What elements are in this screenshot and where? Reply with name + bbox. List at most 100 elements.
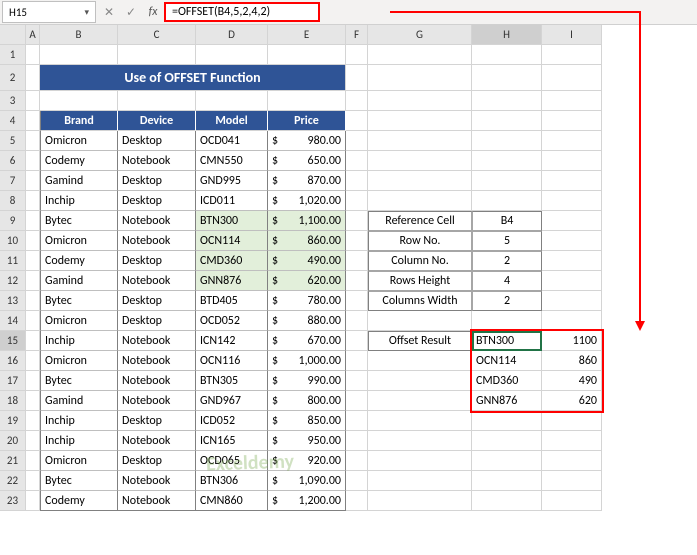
- brand-cell[interactable]: Gamind: [40, 271, 118, 291]
- row-header[interactable]: 10: [0, 231, 26, 251]
- price-cell[interactable]: $1,020.00: [268, 191, 346, 211]
- model-cell[interactable]: GND995: [196, 171, 268, 191]
- cancel-icon[interactable]: ✕: [98, 5, 120, 20]
- device-cell[interactable]: Notebook: [118, 491, 196, 511]
- param-label[interactable]: Rows Height: [368, 271, 472, 291]
- param-value[interactable]: B4: [472, 211, 542, 231]
- column-header[interactable]: B: [40, 25, 118, 45]
- cell[interactable]: [40, 91, 118, 111]
- price-cell[interactable]: $880.00: [268, 311, 346, 331]
- cell[interactable]: [26, 371, 40, 391]
- row-header[interactable]: 22: [0, 471, 26, 491]
- model-cell[interactable]: ICN165: [196, 431, 268, 451]
- cell[interactable]: [472, 111, 542, 131]
- param-label[interactable]: Columns Width: [368, 291, 472, 311]
- cell[interactable]: [26, 45, 40, 65]
- cell[interactable]: [26, 311, 40, 331]
- device-cell[interactable]: Notebook: [118, 391, 196, 411]
- row-header[interactable]: 5: [0, 131, 26, 151]
- row-header[interactable]: 9: [0, 211, 26, 231]
- param-value[interactable]: 2: [472, 291, 542, 311]
- fx-icon[interactable]: fx: [142, 5, 164, 19]
- cell[interactable]: [346, 171, 368, 191]
- param-value[interactable]: 2: [472, 251, 542, 271]
- param-value[interactable]: 5: [472, 231, 542, 251]
- cell[interactable]: [542, 271, 602, 291]
- cell[interactable]: [472, 65, 542, 91]
- cell[interactable]: [26, 331, 40, 351]
- price-cell[interactable]: $980.00: [268, 131, 346, 151]
- price-cell[interactable]: $870.00: [268, 171, 346, 191]
- cell[interactable]: [368, 411, 472, 431]
- cell[interactable]: [346, 191, 368, 211]
- device-cell[interactable]: Notebook: [118, 371, 196, 391]
- model-cell[interactable]: CMN860: [196, 491, 268, 511]
- cell[interactable]: [368, 151, 472, 171]
- cell[interactable]: [26, 431, 40, 451]
- cell[interactable]: [26, 251, 40, 271]
- cell[interactable]: [346, 131, 368, 151]
- cell[interactable]: [368, 371, 472, 391]
- cell[interactable]: [542, 491, 602, 511]
- column-header[interactable]: A: [26, 25, 40, 45]
- price-cell[interactable]: $650.00: [268, 151, 346, 171]
- device-cell[interactable]: Desktop: [118, 251, 196, 271]
- cell[interactable]: [26, 271, 40, 291]
- cell[interactable]: [368, 391, 472, 411]
- result-value[interactable]: 860: [542, 351, 602, 371]
- offset-result-label[interactable]: Offset Result: [368, 331, 472, 351]
- cell[interactable]: [346, 151, 368, 171]
- cell[interactable]: [368, 171, 472, 191]
- brand-cell[interactable]: Gamind: [40, 171, 118, 191]
- model-cell[interactable]: CMN550: [196, 151, 268, 171]
- device-cell[interactable]: Desktop: [118, 191, 196, 211]
- device-cell[interactable]: Desktop: [118, 171, 196, 191]
- cell[interactable]: [472, 131, 542, 151]
- device-cell[interactable]: Notebook: [118, 271, 196, 291]
- row-header[interactable]: 18: [0, 391, 26, 411]
- cell[interactable]: [346, 351, 368, 371]
- device-cell[interactable]: Notebook: [118, 151, 196, 171]
- price-cell[interactable]: $920.00: [268, 451, 346, 471]
- row-header[interactable]: 15: [0, 331, 26, 351]
- column-header[interactable]: H: [472, 25, 542, 45]
- cell[interactable]: [346, 65, 368, 91]
- cell[interactable]: [346, 111, 368, 131]
- result-model[interactable]: BTN300: [472, 331, 542, 351]
- table-header[interactable]: Brand: [40, 111, 118, 131]
- cell[interactable]: [368, 451, 472, 471]
- column-header[interactable]: E: [268, 25, 346, 45]
- row-header[interactable]: 17: [0, 371, 26, 391]
- brand-cell[interactable]: Inchip: [40, 431, 118, 451]
- cell[interactable]: [346, 371, 368, 391]
- cell[interactable]: [346, 91, 368, 111]
- result-model[interactable]: CMD360: [472, 371, 542, 391]
- device-cell[interactable]: Notebook: [118, 231, 196, 251]
- cell[interactable]: [346, 211, 368, 231]
- model-cell[interactable]: BTN305: [196, 371, 268, 391]
- cell[interactable]: [26, 391, 40, 411]
- param-label[interactable]: Column No.: [368, 251, 472, 271]
- table-header[interactable]: Model: [196, 111, 268, 131]
- cell[interactable]: [346, 431, 368, 451]
- table-header[interactable]: Price: [268, 111, 346, 131]
- cell[interactable]: [118, 45, 196, 65]
- formula-input[interactable]: =OFFSET(B4,5,2,4,2): [164, 2, 320, 22]
- cell[interactable]: [346, 291, 368, 311]
- price-cell[interactable]: $490.00: [268, 251, 346, 271]
- column-header[interactable]: G: [368, 25, 472, 45]
- device-cell[interactable]: Notebook: [118, 211, 196, 231]
- cell[interactable]: [346, 45, 368, 65]
- brand-cell[interactable]: Codemy: [40, 151, 118, 171]
- column-header[interactable]: F: [346, 25, 368, 45]
- brand-cell[interactable]: Bytec: [40, 211, 118, 231]
- model-cell[interactable]: OCN116: [196, 351, 268, 371]
- cell[interactable]: [472, 171, 542, 191]
- brand-cell[interactable]: Omicron: [40, 231, 118, 251]
- cell[interactable]: [26, 111, 40, 131]
- row-header[interactable]: 16: [0, 351, 26, 371]
- cell[interactable]: [542, 45, 602, 65]
- cell[interactable]: [368, 65, 472, 91]
- cell[interactable]: [542, 211, 602, 231]
- cell[interactable]: [542, 451, 602, 471]
